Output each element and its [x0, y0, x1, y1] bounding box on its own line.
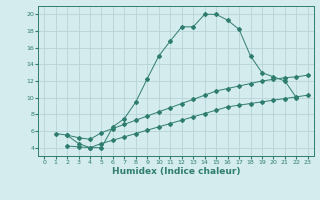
X-axis label: Humidex (Indice chaleur): Humidex (Indice chaleur)	[112, 167, 240, 176]
